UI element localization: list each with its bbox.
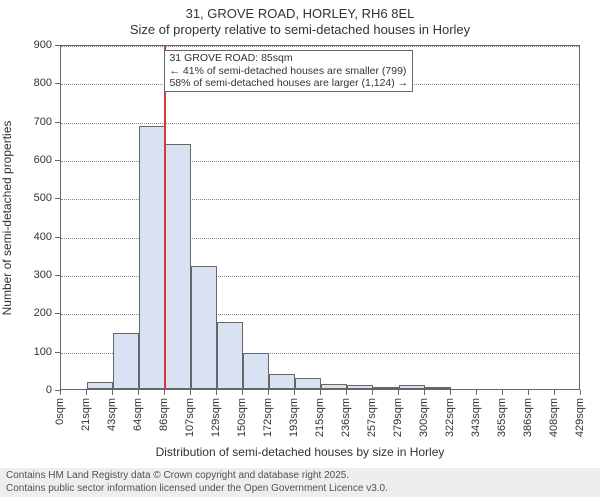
x-tick: [112, 390, 113, 395]
gridline: [61, 123, 579, 124]
histogram-bar: [87, 382, 113, 389]
x-tick: [424, 390, 425, 395]
x-tick: [60, 390, 61, 395]
histogram-bar: [373, 387, 399, 389]
y-tick-label: 300: [12, 269, 52, 281]
x-tick-label: 129sqm: [210, 398, 222, 437]
annotation-box: 31 GROVE ROAD: 85sqm ← 41% of semi-detac…: [164, 50, 413, 92]
histogram-bar: [269, 374, 295, 389]
x-tick-label: 408sqm: [548, 398, 560, 437]
histogram-bar: [139, 126, 165, 389]
x-tick: [242, 390, 243, 395]
x-tick-label: 43sqm: [106, 398, 118, 431]
y-tick-label: 700: [12, 116, 52, 128]
histogram-bar: [295, 378, 321, 390]
y-tick-label: 200: [12, 307, 52, 319]
histogram-bar: [243, 353, 269, 389]
y-tick-label: 900: [12, 39, 52, 51]
x-tick: [216, 390, 217, 395]
x-tick-label: 64sqm: [132, 398, 144, 431]
x-tick: [86, 390, 87, 395]
x-tick-label: 0sqm: [54, 398, 66, 425]
x-tick-label: 365sqm: [496, 398, 508, 437]
footnote: Contains HM Land Registry data © Crown c…: [0, 468, 600, 497]
annotation-line1: 31 GROVE ROAD: 85sqm: [169, 52, 408, 65]
histogram-bar: [321, 384, 347, 389]
x-tick-label: 429sqm: [574, 398, 586, 437]
x-tick-label: 343sqm: [470, 398, 482, 437]
footnote-line2: Contains public sector information licen…: [6, 483, 594, 496]
y-tick-label: 0: [12, 384, 52, 396]
x-tick-label: 21sqm: [80, 398, 92, 431]
x-tick-label: 86sqm: [158, 398, 170, 431]
annotation-line3: 58% of semi-detached houses are larger (…: [169, 77, 408, 90]
x-tick-label: 150sqm: [236, 398, 248, 437]
x-tick-label: 322sqm: [444, 398, 456, 437]
chart-title-line2: Size of property relative to semi-detach…: [0, 22, 600, 37]
x-tick-label: 236sqm: [340, 398, 352, 437]
x-tick: [372, 390, 373, 395]
x-tick: [294, 390, 295, 395]
x-tick: [450, 390, 451, 395]
x-tick-label: 386sqm: [522, 398, 534, 437]
y-tick-label: 400: [12, 231, 52, 243]
reference-line: [164, 46, 166, 389]
chart-title-line1: 31, GROVE ROAD, HORLEY, RH6 8EL: [0, 6, 600, 21]
x-tick-label: 215sqm: [314, 398, 326, 437]
y-tick-label: 600: [12, 154, 52, 166]
plot-area: 31 GROVE ROAD: 85sqm ← 41% of semi-detac…: [60, 45, 580, 390]
x-tick: [138, 390, 139, 395]
x-tick-label: 172sqm: [262, 398, 274, 437]
x-tick: [580, 390, 581, 395]
y-tick-label: 100: [12, 346, 52, 358]
x-tick: [476, 390, 477, 395]
histogram-bar: [113, 333, 139, 389]
x-tick-label: 193sqm: [288, 398, 300, 437]
y-tick-label: 500: [12, 192, 52, 204]
histogram-bar: [165, 144, 191, 389]
histogram-bar: [217, 322, 243, 389]
histogram-bar: [191, 266, 217, 389]
y-tick-label: 800: [12, 77, 52, 89]
x-tick: [398, 390, 399, 395]
gridline: [61, 46, 579, 47]
x-tick: [320, 390, 321, 395]
histogram-bar: [399, 385, 425, 389]
x-tick: [554, 390, 555, 395]
x-tick: [502, 390, 503, 395]
footnote-line1: Contains HM Land Registry data © Crown c…: [6, 470, 594, 483]
x-tick: [528, 390, 529, 395]
x-tick: [190, 390, 191, 395]
x-tick: [164, 390, 165, 395]
annotation-line2: ← 41% of semi-detached houses are smalle…: [169, 65, 408, 78]
histogram-bar: [347, 385, 373, 389]
x-tick-label: 279sqm: [392, 398, 404, 437]
x-tick-label: 300sqm: [418, 398, 430, 437]
y-axis-label: Number of semi-detached properties: [0, 120, 14, 315]
x-tick: [268, 390, 269, 395]
x-axis-label: Distribution of semi-detached houses by …: [0, 445, 600, 459]
x-tick: [346, 390, 347, 395]
histogram-bar: [425, 387, 451, 389]
x-tick-label: 107sqm: [184, 398, 196, 437]
chart-container: 31, GROVE ROAD, HORLEY, RH6 8EL Size of …: [0, 0, 600, 500]
x-tick-label: 257sqm: [366, 398, 378, 437]
